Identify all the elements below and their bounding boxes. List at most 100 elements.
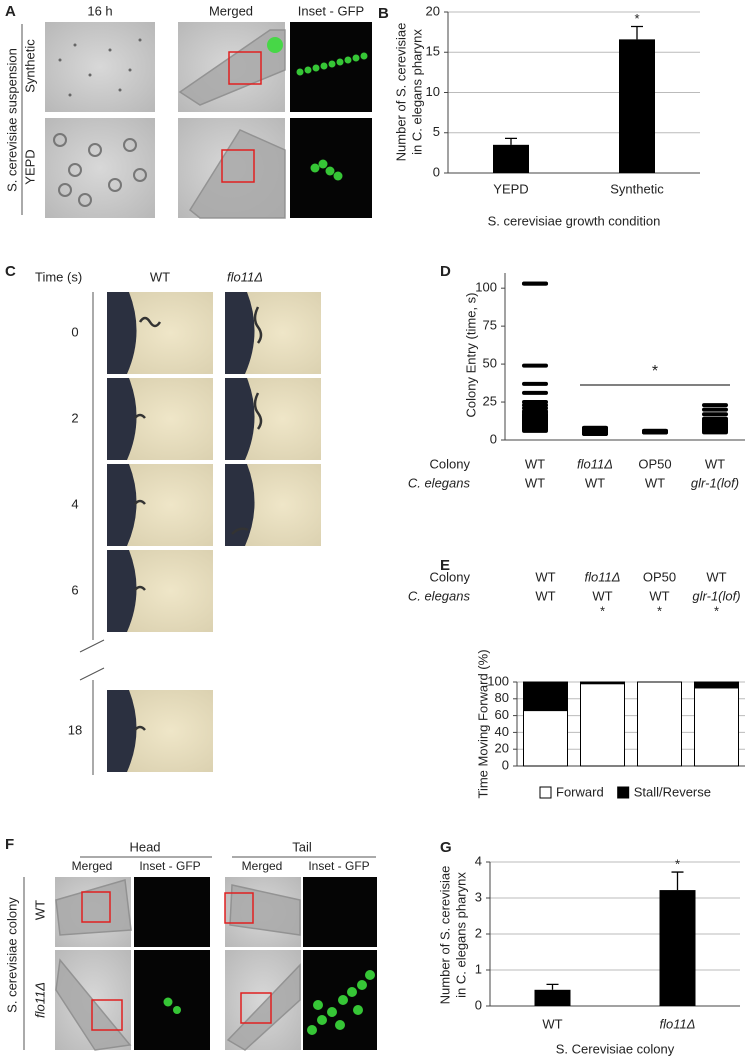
- x-axis-label: S. cerevisiae growth condition: [488, 213, 661, 228]
- panel-label: B: [378, 5, 389, 22]
- row-label: Colony: [430, 569, 471, 584]
- axis-break: [79, 639, 105, 653]
- cell-clump: [53, 133, 67, 147]
- gfp-signal: [307, 1025, 317, 1035]
- column-header: Merged: [209, 3, 253, 18]
- y-tick-label: 1: [475, 961, 482, 976]
- micrograph: [45, 22, 155, 112]
- worm: [178, 29, 286, 106]
- column-header: Merged: [242, 859, 283, 873]
- cell-clump: [123, 138, 137, 152]
- dot: [702, 412, 728, 417]
- column-header: 16 h: [87, 3, 112, 18]
- cell: [138, 38, 142, 42]
- gfp-signal: [312, 64, 320, 72]
- x-tick-label: WT: [525, 456, 545, 471]
- bar-segment: [637, 681, 682, 767]
- panel-label: G: [440, 839, 452, 856]
- gfp-signal: [296, 68, 304, 76]
- inset-box: [240, 992, 272, 1024]
- gfp-signal: [325, 166, 335, 176]
- y-tick-label: 25: [483, 393, 497, 408]
- y-tick-label: 10: [426, 84, 440, 99]
- error-bar: [505, 137, 517, 145]
- significance: *: [652, 363, 658, 380]
- gfp-signal: [320, 62, 328, 70]
- x-tick-label: YEPD: [493, 181, 528, 196]
- x-tick-label: WT: [535, 588, 555, 603]
- bar: [659, 890, 696, 1006]
- colony-edge: [225, 464, 255, 546]
- y-tick-label: 0: [433, 164, 440, 179]
- x-tick-label: flo11Δ: [577, 456, 613, 471]
- x-tick-label: flo11Δ: [660, 1016, 696, 1031]
- row-header: WT: [32, 900, 47, 920]
- group-header: Tail: [292, 839, 312, 854]
- x-tick-label: WT: [525, 475, 545, 490]
- cell: [68, 93, 72, 97]
- side-label: S. cerevisiae suspension: [4, 48, 19, 192]
- significance: *: [714, 603, 719, 618]
- bar-segment: [523, 710, 568, 767]
- worm: [134, 499, 146, 505]
- cell: [128, 68, 132, 72]
- worm: [134, 413, 146, 419]
- time-header: Time (s): [35, 269, 82, 284]
- x-tick-label: WT: [705, 456, 725, 471]
- gfp-image: [134, 877, 210, 947]
- worm: [138, 316, 162, 328]
- cell-clump: [78, 193, 92, 207]
- row-label: C. elegans: [408, 475, 471, 490]
- gfp-signal: [317, 1015, 327, 1025]
- group-header: Head: [129, 839, 160, 854]
- y-tick-label: 4: [475, 853, 482, 868]
- y-tick-label: 75: [483, 318, 497, 333]
- legend-label: Stall/Reverse: [634, 784, 711, 799]
- gfp-signal: [327, 1007, 337, 1017]
- dot: [702, 403, 728, 408]
- y-tick-label: 5: [433, 124, 440, 139]
- y-tick-label: 20: [426, 3, 440, 18]
- gfp-signal: [318, 159, 328, 169]
- gfp-signal: [310, 163, 320, 173]
- gfp-signal: [353, 1005, 363, 1015]
- legend-swatch: [539, 786, 552, 799]
- y-tick-label: 100: [487, 673, 509, 688]
- cell-clump: [68, 163, 82, 177]
- row-header: Synthetic: [22, 39, 37, 93]
- y-axis-label: Colony Entry (time, s): [463, 293, 478, 418]
- cell: [88, 73, 92, 77]
- axis-break: [79, 667, 105, 681]
- y-tick-label: 0: [490, 431, 497, 446]
- gfp-signal: [335, 1020, 345, 1030]
- dot: [522, 400, 548, 405]
- y-axis-label: in C. elegans pharynx: [409, 29, 424, 155]
- bar-segment: [694, 687, 739, 767]
- colony-edge: [107, 690, 137, 772]
- panel-label: A: [5, 3, 16, 20]
- row-header: flo11Δ: [32, 982, 47, 1018]
- colony-edge: [107, 550, 137, 632]
- column-header: Inset - GFP: [308, 859, 369, 873]
- significance: *: [657, 603, 662, 618]
- y-tick-label: 40: [495, 724, 509, 739]
- x-tick-label: glr-1(lof): [691, 475, 739, 490]
- inset-box: [81, 891, 111, 923]
- x-tick-label: WT: [592, 588, 612, 603]
- gfp-signal: [357, 980, 367, 990]
- gfp-image: [303, 877, 377, 947]
- time-label: 2: [71, 410, 78, 425]
- significance: *: [600, 603, 605, 618]
- column-header: Inset - GFP: [298, 3, 364, 18]
- x-tick-label: WT: [645, 475, 665, 490]
- dot: [702, 407, 728, 412]
- bar-segment: [523, 681, 568, 712]
- dot: [522, 281, 548, 286]
- worm: [231, 527, 249, 535]
- worm: [55, 958, 132, 1051]
- y-tick-label: 2: [475, 925, 482, 940]
- cell-clump: [58, 183, 72, 197]
- legend-label: Forward: [556, 784, 604, 799]
- y-tick-label: 50: [483, 356, 497, 371]
